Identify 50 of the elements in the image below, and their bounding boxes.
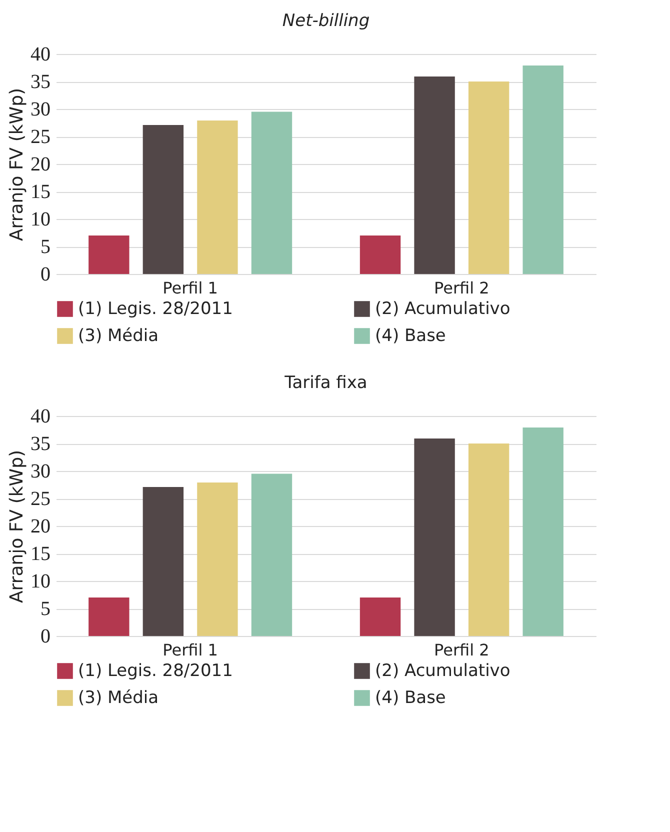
legend-label: (1) Legis. 28/2011 <box>78 299 233 319</box>
legend-label: (4) Base <box>375 326 446 346</box>
legend-label: (1) Legis. 28/2011 <box>78 661 233 681</box>
legend-label: (4) Base <box>375 688 446 708</box>
bar <box>197 120 238 274</box>
legend-label: (3) Média <box>78 326 159 346</box>
y-tick-label: 30 <box>30 460 50 482</box>
y-tick-label: 35 <box>30 71 50 93</box>
chart-title: Net-billing <box>282 11 370 31</box>
y-tick-label: 30 <box>30 98 50 120</box>
bar <box>360 598 401 636</box>
bar <box>197 482 238 636</box>
bar <box>468 82 510 274</box>
legend-label: (2) Acumulativo <box>375 661 510 681</box>
y-tick-label: 40 <box>30 406 50 428</box>
y-tick-label: 15 <box>30 181 50 203</box>
y-tick-label: 25 <box>30 126 50 148</box>
chart-title: Tarifa fixa <box>284 373 368 393</box>
y-tick-label: 40 <box>30 44 50 66</box>
y-tick-label: 10 <box>30 208 50 230</box>
x-tick-label: Perfil 1 <box>162 278 218 298</box>
bar <box>522 66 564 274</box>
y-tick-label: 10 <box>30 570 50 592</box>
y-axis-title: Arranjo FV (kWp) <box>6 88 28 242</box>
y-tick-label: 25 <box>30 488 50 510</box>
bar <box>414 76 455 274</box>
bar <box>251 112 292 274</box>
legend-label: (3) Média <box>78 688 159 708</box>
y-tick-label: 20 <box>30 154 50 176</box>
y-tick-label: 5 <box>40 236 50 258</box>
bar <box>414 438 455 636</box>
bar <box>88 598 130 636</box>
x-tick-label: Perfil 1 <box>162 640 218 660</box>
bar <box>251 474 292 636</box>
bar <box>142 486 184 636</box>
x-tick-label: Perfil 2 <box>434 278 490 298</box>
y-tick-label: 15 <box>30 543 50 565</box>
legend-label: (2) Acumulativo <box>375 299 510 319</box>
y-tick-label: 0 <box>40 626 50 648</box>
bar <box>522 428 564 636</box>
bar <box>360 236 401 274</box>
y-tick-label: 5 <box>40 598 50 620</box>
bar <box>468 444 510 636</box>
y-tick-label: 0 <box>40 264 50 286</box>
y-tick-label: 35 <box>30 433 50 455</box>
y-tick-label: 20 <box>30 516 50 538</box>
bar <box>88 236 130 274</box>
bar <box>142 124 184 274</box>
y-axis-title: Arranjo FV (kWp) <box>6 450 28 604</box>
x-tick-label: Perfil 2 <box>434 640 490 660</box>
